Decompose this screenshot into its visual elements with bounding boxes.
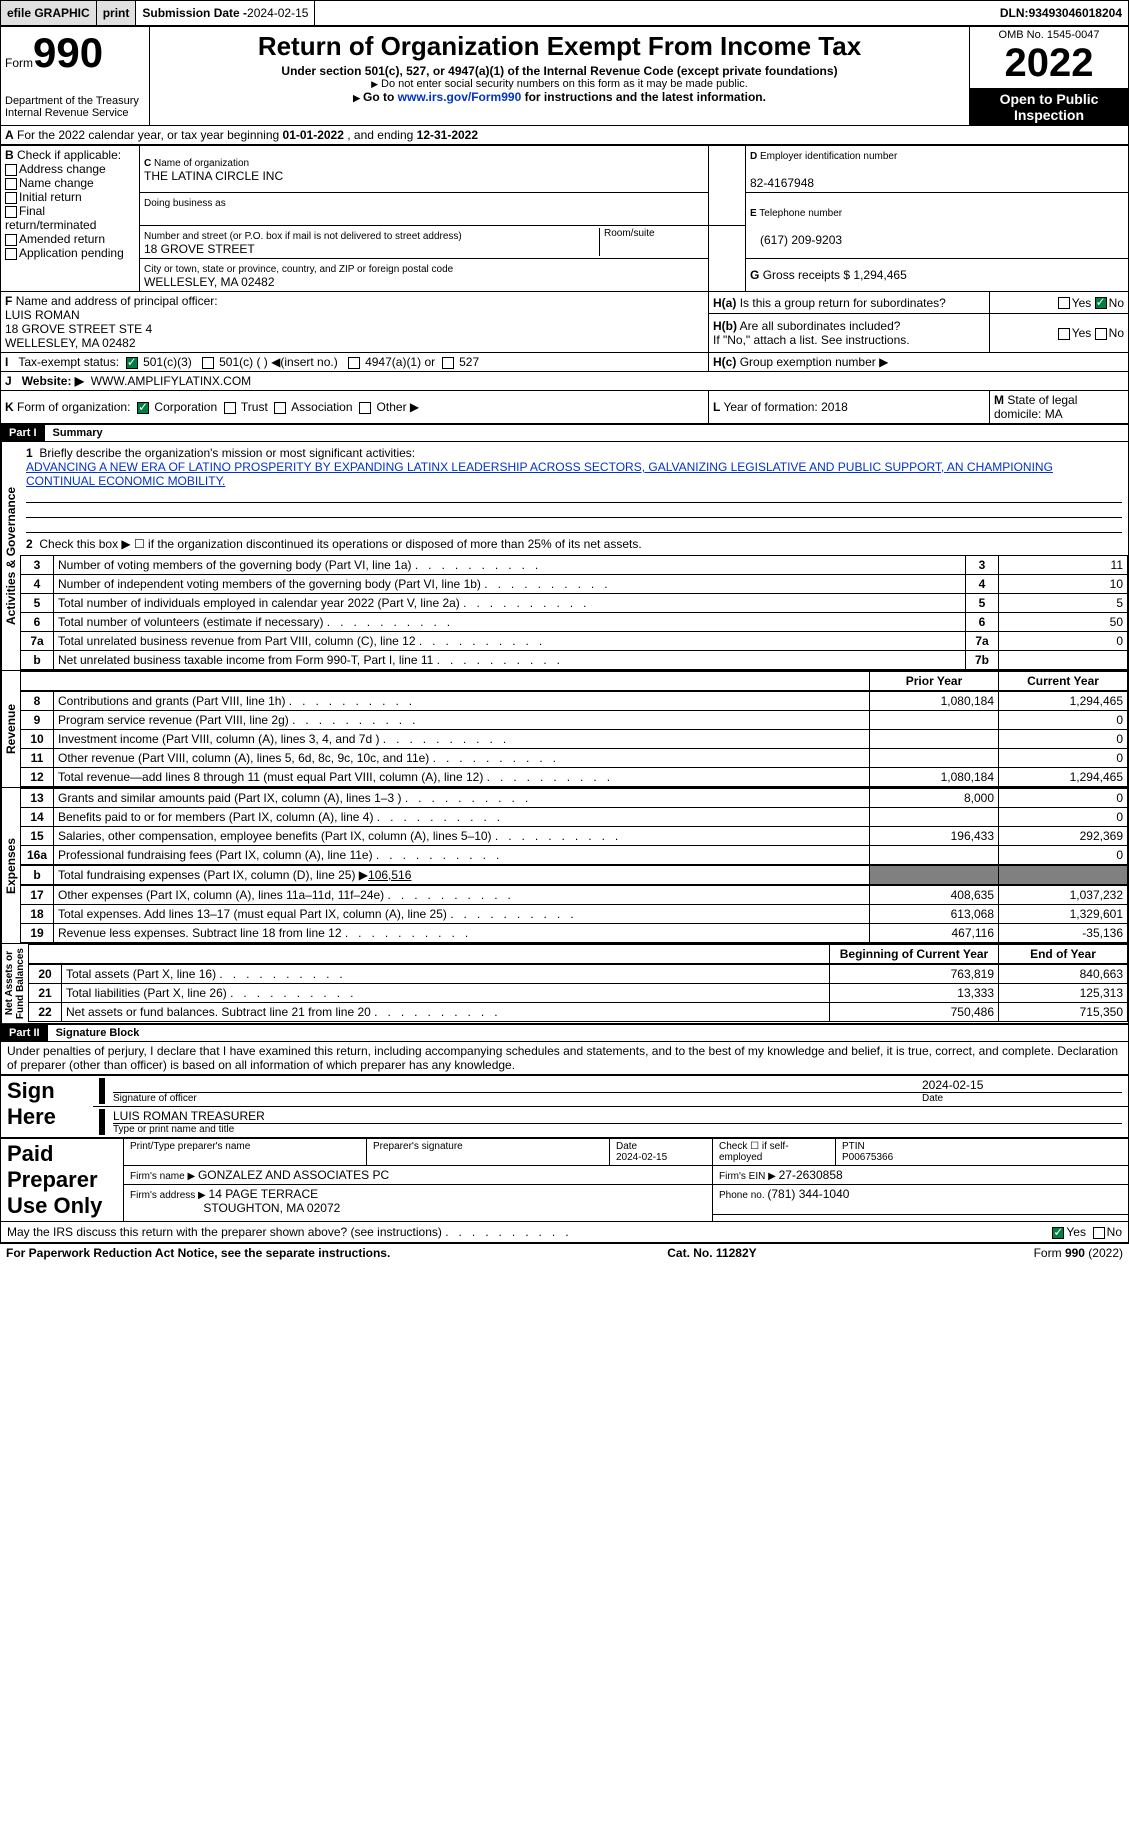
table-row: 11Other revenue (Part VIII, column (A), … xyxy=(21,749,1128,768)
table-row: 14Benefits paid to or for members (Part … xyxy=(21,808,1128,827)
corp-check[interactable] xyxy=(137,402,149,414)
firm-ein: 27-2630858 xyxy=(779,1168,843,1182)
state-domicile: MA xyxy=(1045,407,1063,421)
firm-phone: (781) 344-1040 xyxy=(767,1187,849,1201)
table-row: 13Grants and similar amounts paid (Part … xyxy=(21,789,1128,808)
table-row: 6Total number of volunteers (estimate if… xyxy=(21,613,1128,632)
hb-no[interactable] xyxy=(1095,328,1107,340)
name-change-check[interactable] xyxy=(5,178,17,190)
trust-check[interactable] xyxy=(224,402,236,414)
line-a: A For the 2022 calendar year, or tax yea… xyxy=(0,126,1129,145)
dept-treasury: Department of the Treasury Internal Reve… xyxy=(5,95,145,119)
501c-check[interactable] xyxy=(202,357,214,369)
ha-yes[interactable] xyxy=(1058,297,1070,309)
final-return-check[interactable] xyxy=(5,206,17,218)
addr-change-check[interactable] xyxy=(5,164,17,176)
org-name: THE LATINA CIRCLE INC xyxy=(144,169,283,183)
ha-no[interactable] xyxy=(1095,297,1107,309)
tab-expenses: Expenses xyxy=(1,788,20,943)
4947-check[interactable] xyxy=(348,357,360,369)
amended-check[interactable] xyxy=(5,234,17,246)
irs-link[interactable]: www.irs.gov/Form990 xyxy=(398,90,522,104)
discuss-no[interactable] xyxy=(1093,1227,1105,1239)
tab-net-assets: Net Assets or Fund Balances xyxy=(1,944,28,1023)
section-b-to-m: B Check if applicable: Address change Na… xyxy=(0,145,1129,424)
discuss-row: May the IRS discuss this return with the… xyxy=(0,1222,1129,1243)
table-row: 12Total revenue—add lines 8 through 11 (… xyxy=(21,768,1128,787)
table-row: 21Total liabilities (Part X, line 26)13,… xyxy=(29,984,1128,1003)
ptin: P00675366 xyxy=(842,1152,893,1163)
street: 18 GROVE STREET xyxy=(144,242,255,256)
tab-activities: Activities & Governance xyxy=(1,442,20,670)
table-row: 3Number of voting members of the governi… xyxy=(21,556,1128,575)
table-row: 8Contributions and grants (Part VIII, li… xyxy=(21,692,1128,711)
topbar: efile GRAPHIC print Submission Date - 20… xyxy=(0,0,1129,26)
table-row: 22Net assets or fund balances. Subtract … xyxy=(29,1003,1128,1022)
form-title: Return of Organization Exempt From Incom… xyxy=(154,31,965,62)
print-button[interactable]: print xyxy=(97,1,137,25)
form-header: Form990 Department of the Treasury Inter… xyxy=(0,26,1129,126)
part1-header: Part I Summary xyxy=(0,424,1129,442)
form-label: Form xyxy=(5,56,33,70)
table-row: 10Investment income (Part VIII, column (… xyxy=(21,730,1128,749)
subtitle-3: Go to www.irs.gov/Form990 for instructio… xyxy=(154,90,965,104)
city-state: WELLESLEY, MA 02482 xyxy=(144,275,275,289)
form-number: 990 xyxy=(33,29,103,76)
efile-button[interactable]: efile GRAPHIC xyxy=(1,1,97,25)
discuss-yes[interactable] xyxy=(1052,1227,1064,1239)
sig-date: 2024-02-15 xyxy=(922,1078,1122,1092)
prep-date: 2024-02-15 xyxy=(616,1152,667,1163)
ein: 82-4167948 xyxy=(750,176,814,190)
table-row: 15Salaries, other compensation, employee… xyxy=(21,827,1128,846)
firm-addr: 14 PAGE TERRACE xyxy=(209,1187,319,1201)
footer: For Paperwork Reduction Act Notice, see … xyxy=(0,1243,1129,1262)
table-row: 19Revenue less expenses. Subtract line 1… xyxy=(21,924,1128,943)
self-employed-check[interactable]: Check ☐ if self-employed xyxy=(713,1139,836,1166)
website: WWW.AMPLIFYLATINX.COM xyxy=(91,374,251,388)
table-row: 4Number of independent voting members of… xyxy=(21,575,1128,594)
officer-addr: 18 GROVE STREET STE 4 xyxy=(5,322,152,336)
mission-text: ADVANCING A NEW ERA OF LATINO PROSPERITY… xyxy=(26,460,1122,488)
firm-name: GONZALEZ AND ASSOCIATES PC xyxy=(198,1168,389,1182)
open-inspection: Open to Public Inspection xyxy=(970,89,1129,126)
tab-revenue: Revenue xyxy=(1,671,20,787)
year-formation: 2018 xyxy=(821,400,848,414)
hb-yes[interactable] xyxy=(1058,328,1070,340)
table-row: 7aTotal unrelated business revenue from … xyxy=(21,632,1128,651)
table-row: 18Total expenses. Add lines 13–17 (must … xyxy=(21,905,1128,924)
omb-no: OMB No. 1545-0047 xyxy=(974,29,1124,41)
initial-return-check[interactable] xyxy=(5,192,17,204)
table-row: bNet unrelated business taxable income f… xyxy=(21,651,1128,670)
other-check[interactable] xyxy=(359,402,371,414)
table-row: 20Total assets (Part X, line 16)763,8198… xyxy=(29,965,1128,984)
table-row: 5Total number of individuals employed in… xyxy=(21,594,1128,613)
table-row: 16aProfessional fundraising fees (Part I… xyxy=(21,846,1128,865)
declaration: Under penalties of perjury, I declare th… xyxy=(0,1042,1129,1075)
sign-here-block: Sign Here 2024-02-15 Signature of office… xyxy=(0,1075,1129,1138)
subtitle-1: Under section 501(c), 527, or 4947(a)(1)… xyxy=(154,64,965,78)
officer-name-title: LUIS ROMAN TREASURER xyxy=(113,1109,265,1123)
dln: DLN: 93493046018204 xyxy=(994,1,1128,25)
subtitle-2: Do not enter social security numbers on … xyxy=(154,78,965,90)
table-row: 17Other expenses (Part IX, column (A), l… xyxy=(21,886,1128,905)
527-check[interactable] xyxy=(442,357,454,369)
501c3-check[interactable] xyxy=(126,357,138,369)
gross-receipts: 1,294,465 xyxy=(853,268,906,282)
table-row: 9Program service revenue (Part VIII, lin… xyxy=(21,711,1128,730)
paid-preparer-block: Paid Preparer Use Only Print/Type prepar… xyxy=(0,1138,1129,1222)
app-pending-check[interactable] xyxy=(5,248,17,260)
part2-header: Part II Signature Block xyxy=(0,1024,1129,1042)
tax-year: 2022 xyxy=(974,41,1124,86)
phone: (617) 209-9203 xyxy=(760,233,842,247)
officer-name: LUIS ROMAN xyxy=(5,308,80,322)
submission-date: Submission Date - 2024-02-15 xyxy=(136,1,315,25)
b-label: Check if applicable: xyxy=(17,148,121,162)
officer-city: WELLESLEY, MA 02482 xyxy=(5,336,136,350)
assoc-check[interactable] xyxy=(274,402,286,414)
